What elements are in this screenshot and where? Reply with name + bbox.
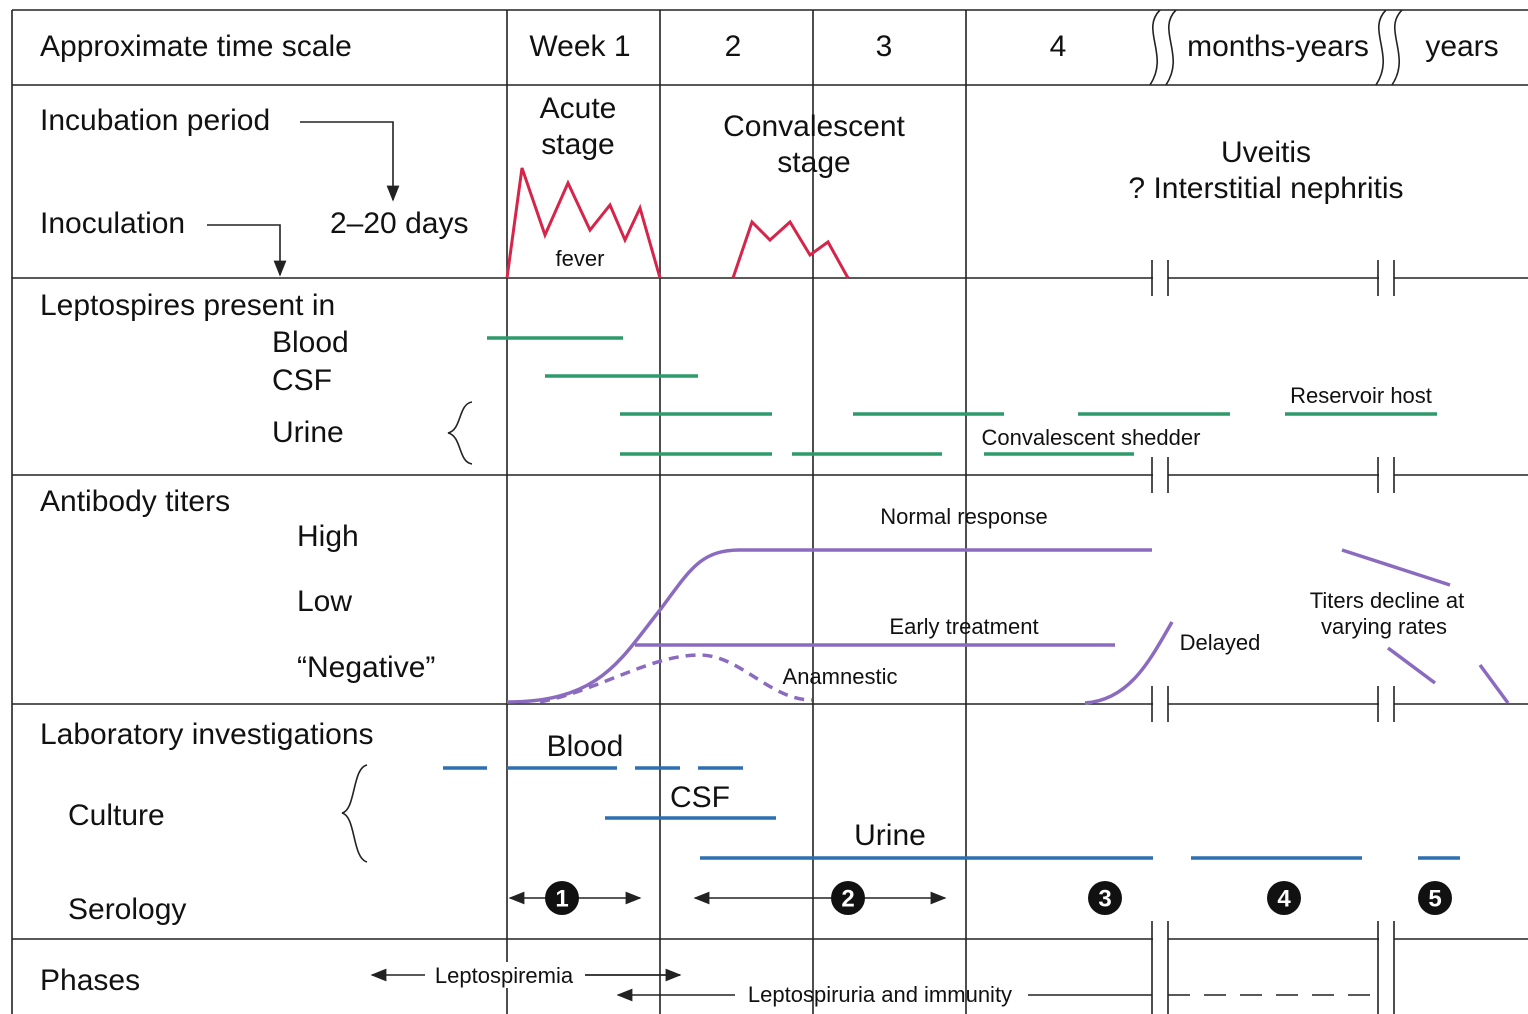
label: Inoculation: [40, 207, 185, 240]
label: Titers decline at: [1310, 588, 1464, 613]
column: Week 1: [529, 30, 630, 63]
label: Normal response: [880, 504, 1048, 529]
marker: 3: [1098, 885, 1111, 912]
label: “Negative”: [297, 651, 435, 684]
label: Urine: [272, 416, 344, 449]
label: Early treatment: [889, 614, 1038, 639]
row-label: Laboratory investigations: [40, 718, 374, 751]
label: Convalescent: [723, 110, 905, 143]
column: 2: [725, 30, 742, 63]
marker: 1: [555, 885, 568, 912]
fever-curve: [505, 167, 662, 279]
label: Reservoir host: [1290, 383, 1432, 408]
phase: Leptospiremia: [435, 963, 574, 988]
label: Culture: [68, 799, 165, 832]
label: Delayed: [1180, 630, 1261, 655]
titer-curve: [506, 548, 1152, 704]
label: fever: [556, 246, 605, 271]
brace: [341, 764, 368, 863]
label: Blood: [547, 730, 624, 763]
label: 2–20 days: [330, 207, 468, 240]
brace: [447, 401, 473, 465]
markers: 1 2 3 4 5: [545, 881, 1452, 915]
label: CSF: [272, 364, 332, 397]
arrow: [300, 121, 400, 202]
arrow: [207, 224, 287, 277]
label: Blood: [272, 326, 349, 359]
label: stage: [777, 146, 850, 179]
label: Anamnestic: [783, 664, 898, 689]
label: stage: [541, 128, 614, 161]
culture-lines: [443, 766, 1460, 860]
row-label: Leptospires present in: [40, 289, 335, 322]
label: Acute: [540, 92, 617, 125]
marker: 2: [841, 885, 854, 912]
label: High: [297, 520, 359, 553]
column: years: [1425, 30, 1498, 63]
grid: [11, 9, 1528, 1014]
label: Serology: [68, 893, 186, 926]
marker: 5: [1428, 885, 1441, 912]
marker: 4: [1277, 885, 1291, 912]
label: Urine: [854, 819, 926, 852]
row-label: Approximate time scale: [40, 30, 352, 63]
phase: Leptospiruria and immunity: [748, 982, 1012, 1007]
titer-curve: [1084, 548, 1510, 705]
fever-curve: [731, 219, 850, 279]
label: varying rates: [1321, 614, 1447, 639]
row-label: Antibody titers: [40, 485, 230, 518]
label: ? Interstitial nephritis: [1128, 172, 1403, 205]
label: Low: [297, 585, 352, 618]
column: months-years: [1187, 30, 1369, 63]
label: CSF: [670, 781, 730, 814]
label: Convalescent shedder: [982, 425, 1201, 450]
presence-lines: [487, 336, 1437, 456]
titer-curve: [539, 653, 813, 704]
row-label: Incubation period: [40, 104, 270, 137]
row-label: Phases: [40, 964, 140, 997]
column: 4: [1050, 30, 1067, 63]
label: Uveitis: [1221, 136, 1311, 169]
column: 3: [876, 30, 893, 63]
